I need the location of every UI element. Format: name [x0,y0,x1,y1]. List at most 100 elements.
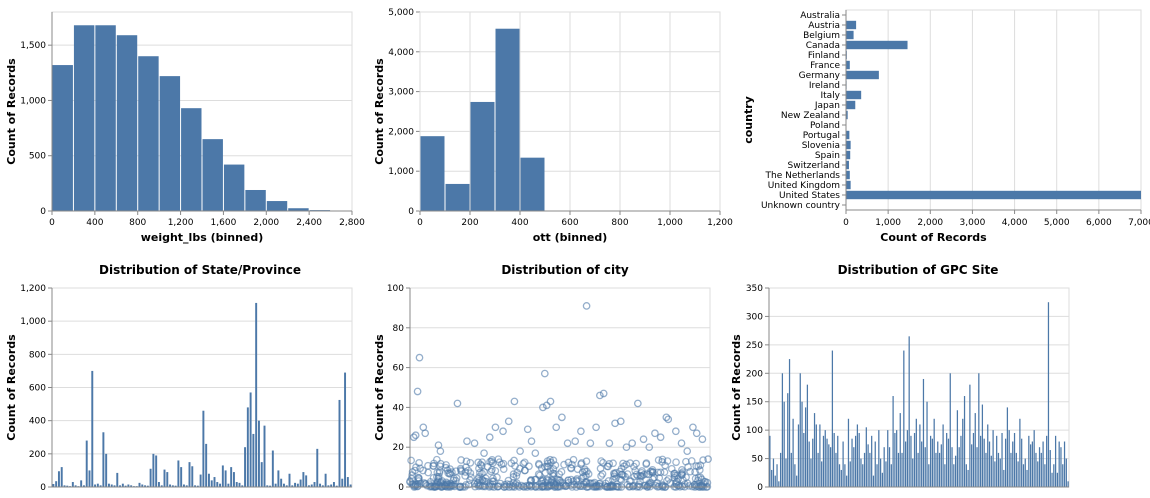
point [586,439,595,448]
bar [1058,441,1060,487]
bar [867,444,869,487]
category-label: Portugal [803,131,840,141]
bar [113,485,116,487]
category-label: New Zealand [781,111,840,121]
bar [1056,472,1059,487]
bar [127,484,130,487]
point [560,460,568,469]
bar [878,430,880,487]
bar [1008,430,1010,487]
bar [182,484,185,487]
y-axis-title: country [742,96,755,144]
bar [908,336,910,487]
bar [904,441,907,487]
bar [801,401,803,487]
bar [219,483,222,487]
bar [310,484,313,487]
bar [520,157,545,211]
bar [1033,430,1035,487]
point [596,391,604,400]
bar [241,485,244,487]
bar [853,447,855,487]
bar [166,472,169,487]
bar [88,470,91,487]
bar [99,485,102,487]
bar [837,435,839,487]
point [652,481,660,490]
point [424,461,432,470]
bar [305,475,308,487]
bar [821,461,823,487]
bar [1006,407,1009,487]
y-axis-title: Count of Records [373,58,386,165]
bar [774,475,776,487]
bar [223,164,245,211]
bar [349,484,352,487]
bar [985,452,987,487]
point [579,482,587,491]
x-tick-label: 6,000 [1086,218,1112,228]
bar [346,477,349,487]
bar [1017,461,1019,487]
bar-chart-country: AustraliaAustriaBelgiumCanadaFinlandFran… [742,9,1150,244]
y-tick-label: 600 [29,384,46,394]
y-tick-label: 50 [752,455,764,465]
bar [846,100,856,110]
bar [257,420,260,487]
point [520,458,529,467]
y-tick-label: 1,500 [20,41,46,51]
category-label: The Netherlands [765,171,841,181]
point [686,467,695,476]
point [516,447,524,456]
bar [812,438,814,487]
point [473,478,482,487]
bar [52,484,55,487]
bar [269,485,272,487]
point [416,464,424,473]
bar [965,464,967,487]
bar [858,432,860,487]
bar [769,435,771,487]
bar [116,472,119,487]
bar [996,435,998,487]
bar [1067,481,1069,487]
bar [831,350,834,487]
point [457,456,465,464]
bar [947,438,950,487]
bar [899,413,901,487]
point [510,456,518,465]
point [527,437,536,446]
bar [992,430,994,487]
point [480,449,488,458]
bar [808,441,810,487]
bar [95,25,116,212]
point [599,458,607,467]
point [664,415,673,424]
x-tick-label: 2,800 [339,218,365,228]
point [429,462,437,470]
bar [956,410,959,487]
bar [954,455,957,487]
point [692,429,701,438]
point [414,482,422,490]
point [449,476,458,485]
bar [940,444,942,487]
bar [210,480,213,487]
point [628,439,637,448]
bar [828,444,830,487]
bar [202,410,205,487]
bar [202,139,223,211]
y-tick-label: 60 [393,364,405,374]
bar [846,475,848,487]
bar [840,469,842,487]
category-label: France [810,61,840,71]
bar [846,110,848,120]
bar [102,432,105,487]
bar [978,373,980,487]
bar [946,432,948,487]
x-tick-label: 0 [843,218,849,228]
point [580,465,589,474]
point [622,443,631,452]
bar [144,485,147,487]
